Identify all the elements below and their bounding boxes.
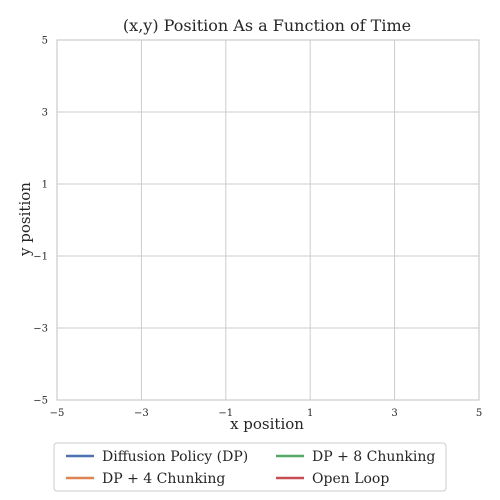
y-tick-label: −3: [33, 324, 48, 335]
y-tick-label: 3: [42, 108, 48, 119]
legend-label: Diffusion Policy (DP): [102, 449, 248, 465]
x-grid-lines: [56, 40, 480, 400]
x-tick-label: −5: [50, 408, 65, 419]
x-tick-label: −1: [218, 408, 233, 419]
legend-box: [53, 442, 447, 492]
chart-title: (x,y) Position As a Function of Time: [123, 16, 411, 35]
legend-label: DP + 4 Chunking: [102, 471, 225, 487]
legend: Diffusion Policy (DP) DP + 4 Chunking DP +…: [53, 442, 447, 492]
y-tick-label: 5: [42, 36, 48, 47]
y-tick-label: −5: [33, 396, 48, 407]
x-axis-label: x position: [230, 415, 304, 433]
plot-area: [56, 39, 480, 401]
y-tick-label: 1: [42, 180, 48, 191]
legend-label: Open Loop: [312, 471, 389, 487]
x-tick-label: 3: [391, 408, 397, 419]
y-axis-label: y position: [16, 182, 34, 257]
legend-label: DP + 8 Chunking: [312, 449, 435, 465]
x-tick-label: 1: [307, 408, 313, 419]
y-grid-lines: [57, 39, 479, 401]
y-tick-labels: −5 −3 −1 1 3 5: [33, 36, 48, 407]
y-tick-label: −1: [33, 252, 48, 263]
x-tick-labels: −5 −3 −1 1 3 5: [50, 408, 483, 419]
x-tick-label: −3: [134, 408, 149, 419]
x-tick-label: 5: [476, 408, 482, 419]
